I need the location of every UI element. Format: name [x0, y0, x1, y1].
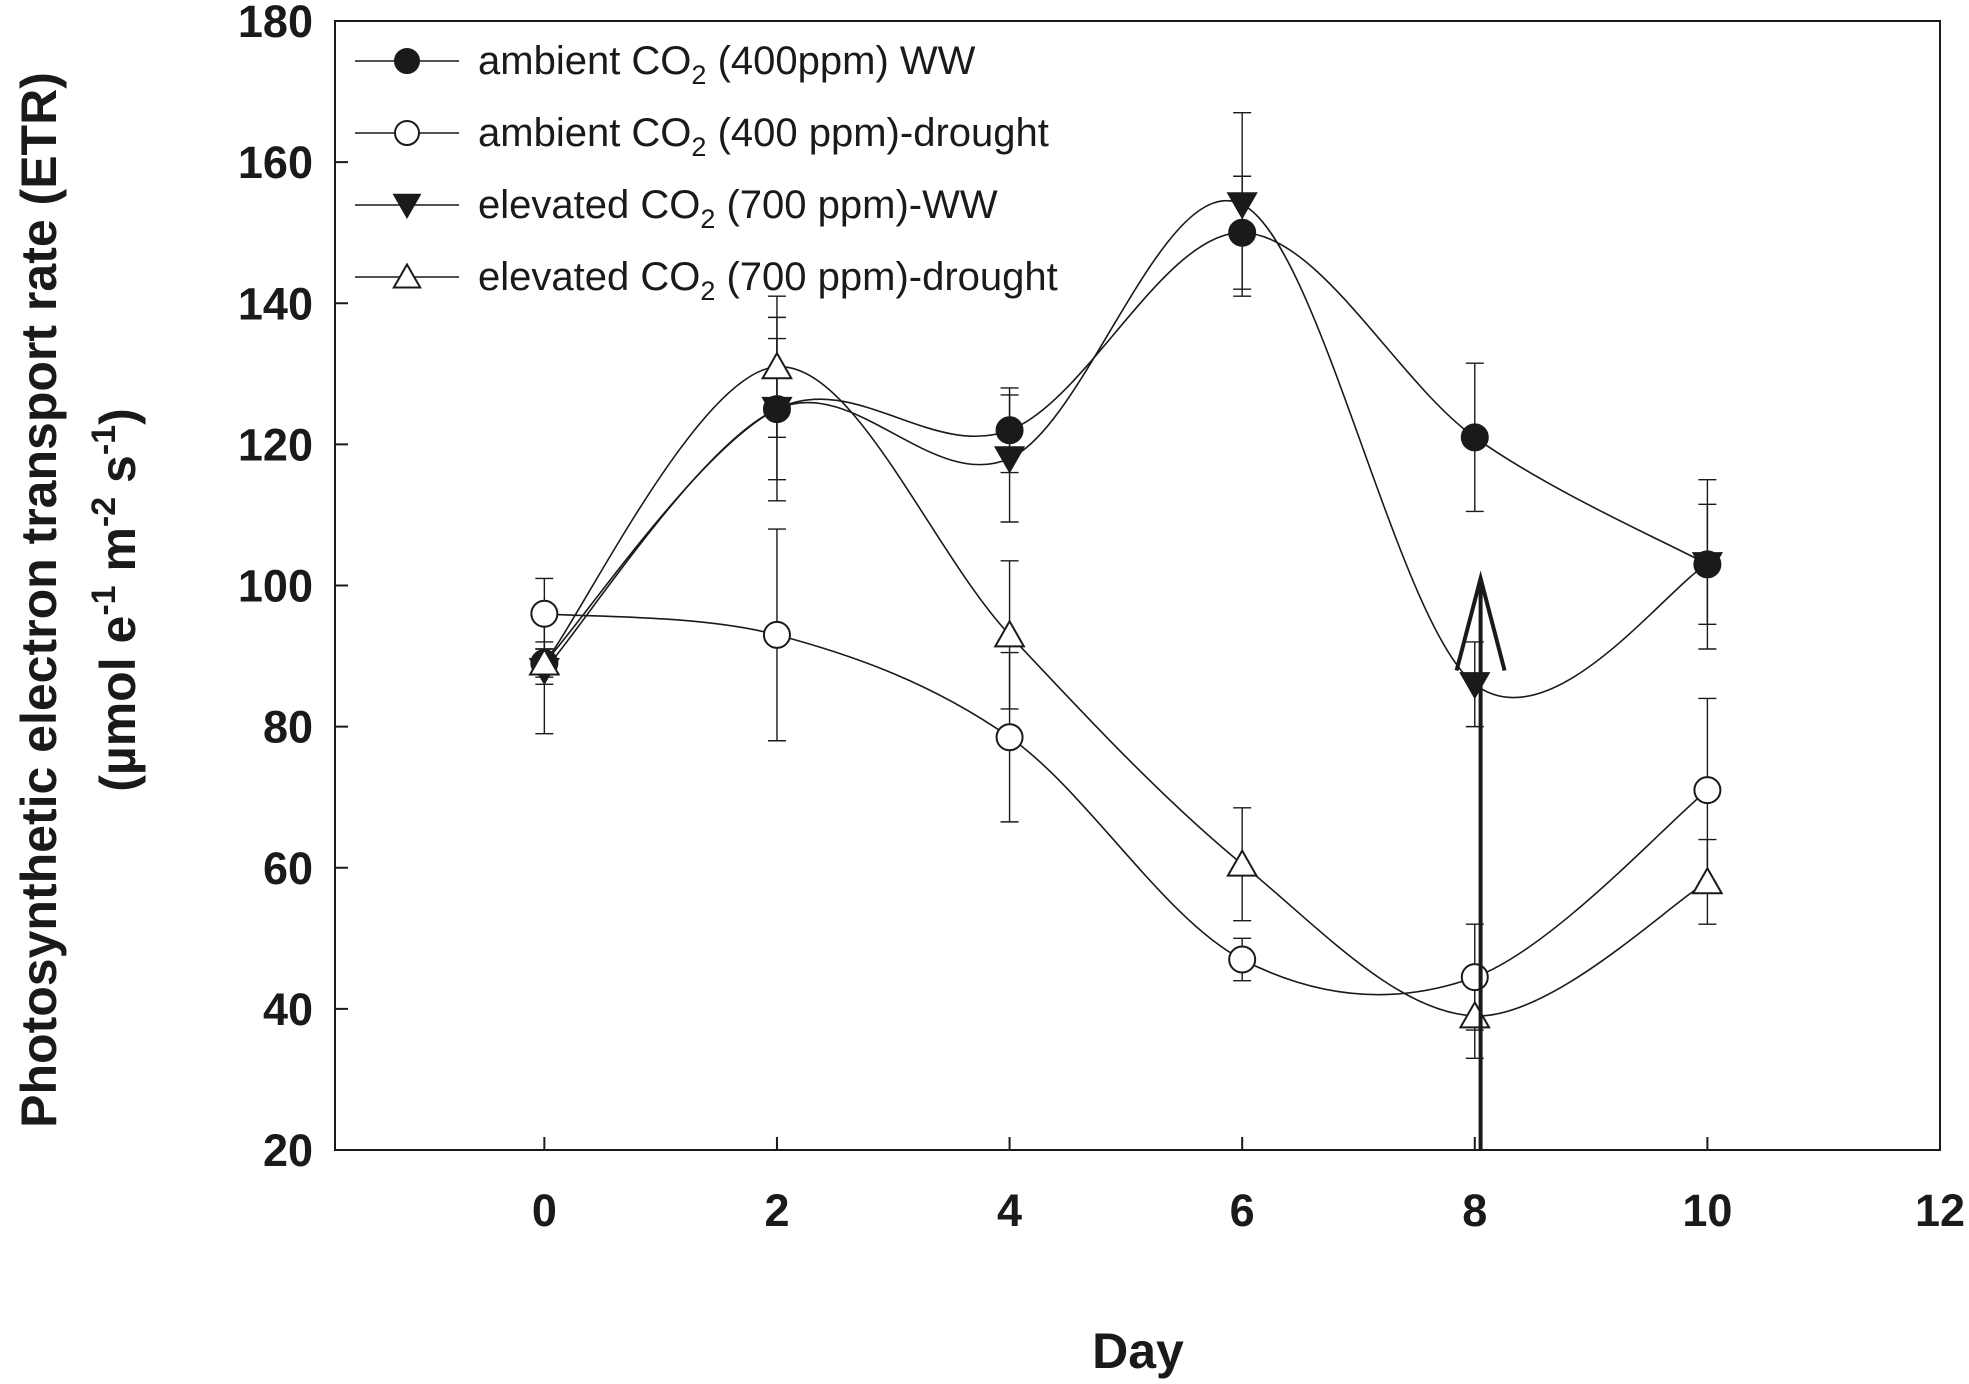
- point-elevated-drought-day10: [1691, 866, 1724, 895]
- point-ambient-drought-day0: [530, 599, 559, 628]
- rewatering-arrow: [1454, 570, 1507, 1150]
- legend-label-elevated-drought: elevated CO2 (700 ppm)-drought: [478, 255, 1058, 306]
- point-ambient-drought-day4: [995, 723, 1024, 752]
- y-tick-label-60: 60: [263, 843, 313, 894]
- point-ambient-drought-day10: [1693, 776, 1722, 805]
- x-tick-label-8: 8: [1462, 1185, 1487, 1236]
- y-tick-label-20: 20: [263, 1125, 313, 1176]
- x-tick-label-0: 0: [532, 1185, 557, 1236]
- error-bars: [535, 112, 1717, 1059]
- legend: ambient CO2 (400ppm) WW ambient CO2 (400 …: [355, 39, 1058, 306]
- point-elevated-drought-day0: [528, 647, 561, 676]
- legend-marker-elevated-ww: [392, 193, 422, 220]
- point-elevated-ww-day10: [1691, 552, 1723, 580]
- point-elevated-drought-day6: [1226, 848, 1259, 877]
- y-tick-label-180: 180: [238, 0, 313, 47]
- point-elevated-ww-day8: [1459, 672, 1491, 700]
- point-ambient-drought-day2: [762, 620, 791, 649]
- y-tick-label-140: 140: [238, 278, 313, 329]
- axes: 20 40 60 80 100 120 140 160 180 0 2 4 6 8 10 12: [238, 0, 1965, 1236]
- x-axis-title: Day: [1092, 1323, 1184, 1379]
- x-tick-label-12: 12: [1915, 1185, 1965, 1236]
- curve-ambient-drought: [544, 612, 1708, 996]
- series-curves: [543, 200, 1708, 1017]
- point-elevated-drought-day2: [760, 351, 793, 380]
- point-ambient-drought-day6: [1228, 945, 1257, 974]
- legend-label-ambient-drought: ambient CO2 (400 ppm)-drought: [478, 111, 1049, 162]
- x-tick-label-4: 4: [997, 1185, 1022, 1236]
- point-ambient-drought-day8: [1460, 963, 1489, 992]
- point-elevated-ww-day6: [1226, 192, 1258, 220]
- legend-marker-elevated-drought: [392, 262, 422, 289]
- x-tick-label-2: 2: [764, 1185, 789, 1236]
- legend-label-ambient-ww: ambient CO2 (400ppm) WW: [478, 39, 976, 90]
- legend-marker-ambient-ww: [394, 48, 420, 74]
- x-tick-label-6: 6: [1230, 1185, 1255, 1236]
- series-markers: [528, 192, 1724, 1029]
- y-axis-title-line1: Photosynthetic electron transport rate (…: [11, 72, 67, 1128]
- y-tick-label-80: 80: [263, 702, 313, 753]
- curve-elevated-ww: [543, 200, 1708, 699]
- y-axis-title-units: (µmol e-1 m-2 s-1): [85, 408, 146, 791]
- legend-label-elevated-ww: elevated CO2 (700 ppm)-WW: [478, 183, 998, 234]
- curve-elevated-drought: [543, 365, 1708, 1017]
- y-axis-title: Photosynthetic electron transport rate (…: [11, 72, 146, 1128]
- arrow-head: [1454, 570, 1507, 671]
- point-elevated-drought-day4: [993, 619, 1026, 648]
- y-tick-label-160: 160: [238, 137, 313, 188]
- x-tick-label-10: 10: [1682, 1185, 1732, 1236]
- y-tick-label-40: 40: [263, 984, 313, 1035]
- point-ambient-ww-day8: [1460, 423, 1489, 452]
- point-ambient-ww-day6: [1228, 218, 1257, 247]
- y-tick-label-100: 100: [238, 561, 313, 612]
- legend-marker-ambient-drought: [394, 120, 420, 146]
- point-elevated-ww-day4: [993, 446, 1026, 474]
- y-tick-label-120: 120: [238, 419, 313, 470]
- point-ambient-ww-day4: [995, 416, 1024, 445]
- point-elevated-ww-day2: [761, 396, 793, 425]
